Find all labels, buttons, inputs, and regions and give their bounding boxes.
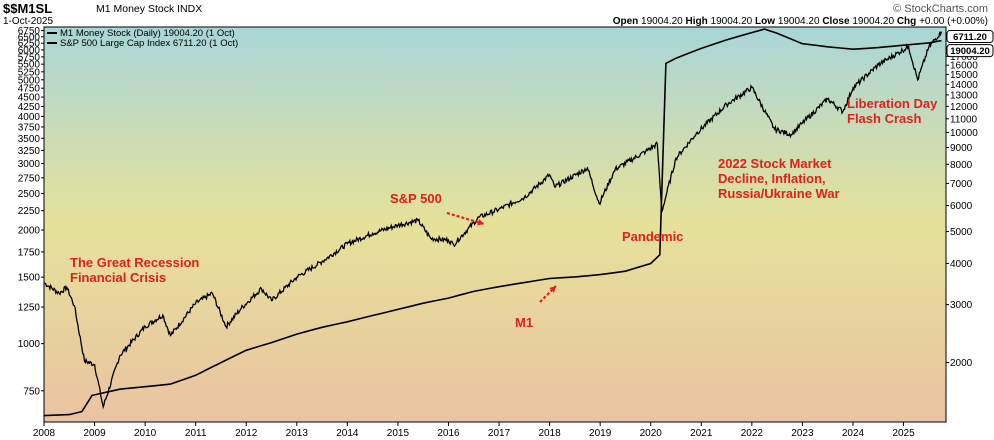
x-tick-label: 2013 — [286, 428, 309, 439]
x-tick-label: 2019 — [589, 428, 612, 439]
open-label: Open — [612, 16, 639, 27]
right-tick-label: 12000 — [950, 102, 978, 113]
left-tick-label: 5250 — [18, 67, 41, 78]
x-tick-label: 2020 — [640, 428, 663, 439]
left-tick-label: 5750 — [18, 52, 41, 63]
right-tick-label: 8000 — [950, 160, 973, 171]
left-tick-label: 6500 — [18, 32, 41, 43]
x-tick-label: 2014 — [336, 428, 359, 439]
left-tick-label: 6000 — [18, 45, 41, 56]
stockcharts-watermark: © StockCharts.com — [893, 3, 988, 15]
left-tick-label: 3000 — [18, 159, 41, 170]
sp500-line — [44, 31, 943, 410]
x-tick-label: 2012 — [235, 428, 258, 439]
left-tick-label: 4250 — [18, 102, 41, 113]
annotation-text: The Great Recession — [70, 255, 199, 270]
x-tick-label: 2009 — [83, 428, 106, 439]
left-tick-label: 5500 — [18, 60, 41, 71]
left-tick-label: 6250 — [18, 39, 41, 50]
left-tick-label: 1750 — [18, 247, 41, 258]
left-tick-label: 2750 — [18, 173, 41, 184]
last-value-label: 19004.20 — [950, 46, 990, 57]
x-tick-label: 2022 — [741, 428, 764, 439]
annotation-text: Pandemic — [622, 229, 683, 244]
low-label: Low — [755, 16, 776, 27]
x-tick-label: 2021 — [690, 428, 713, 439]
left-tick-label: 1250 — [18, 303, 41, 314]
annotation-text: M1 — [515, 315, 533, 330]
right-tick-label: 11000 — [950, 114, 978, 125]
last-value-label: 6711.20 — [953, 32, 987, 43]
right-tick-label: 9000 — [950, 143, 973, 154]
left-tick-label: 3500 — [18, 134, 41, 145]
annotation-text: Flash Crash — [847, 111, 921, 126]
left-tick-label: 4500 — [18, 93, 41, 104]
left-tick-label: 1500 — [18, 273, 41, 284]
right-tick-label: 15000 — [950, 70, 978, 81]
ohlc-readout: Open 19004.20 High 19004.20 Low 19004.20… — [613, 16, 988, 27]
right-tick-label: 5000 — [950, 227, 973, 238]
chg-label: Chg — [896, 16, 917, 27]
x-tick-label: 2025 — [892, 428, 915, 439]
annotation-arrow — [539, 285, 557, 303]
x-tick-label: 2010 — [134, 428, 157, 439]
right-tick-label: 6000 — [950, 201, 973, 212]
annotation-text: Russia/Ukraine War — [718, 186, 840, 201]
left-tick-label: 3250 — [18, 146, 41, 157]
legend-entry: M1 Money Stock (Daily) 19004.20 (1 Oct) — [60, 28, 235, 39]
low-value: 19004.20 — [777, 16, 820, 27]
x-tick-label: 2008 — [33, 428, 56, 439]
annotation-text: S&P 500 — [390, 191, 442, 206]
left-tick-label: 4000 — [18, 112, 41, 123]
last-value-box — [946, 44, 994, 58]
left-tick-label: 1000 — [18, 339, 41, 350]
close-value: 19004.20 — [852, 16, 895, 27]
x-tick-label: 2016 — [437, 428, 460, 439]
annotation-arrowhead — [477, 219, 484, 226]
right-tick-label: 17000 — [950, 52, 978, 63]
right-tick-label: 16000 — [950, 61, 978, 72]
x-tick-label: 2011 — [185, 428, 207, 439]
right-tick-label: 10000 — [950, 128, 978, 139]
annotation-text: Financial Crisis — [70, 270, 166, 285]
chart-symbol: $$M1SL — [3, 1, 53, 16]
right-tick-label: 2000 — [950, 358, 973, 369]
annotation-text: Liberation Day — [847, 96, 938, 111]
last-value-box — [946, 30, 994, 44]
left-tick-label: 2000 — [18, 226, 41, 237]
x-tick-label: 2023 — [791, 428, 814, 439]
annotation-arrow — [446, 211, 485, 226]
left-tick-label: 4750 — [18, 84, 41, 95]
close-label: Close — [822, 16, 850, 27]
x-tick-label: 2015 — [387, 428, 410, 439]
x-tick-label: 2024 — [842, 428, 865, 439]
high-label: High — [685, 16, 708, 27]
chart-name: M1 Money Stock INDX — [96, 3, 203, 15]
x-tick-label: 2017 — [488, 428, 511, 439]
left-tick-label: 2500 — [18, 189, 41, 200]
left-tick-label: 3750 — [18, 122, 41, 133]
plot-frame — [43, 26, 947, 423]
m1-line — [44, 28, 942, 417]
plot-background — [44, 27, 946, 422]
right-tick-label: 14000 — [950, 80, 978, 91]
right-tick-label: 4000 — [950, 259, 973, 270]
high-value: 19004.20 — [710, 16, 753, 27]
left-tick-label: 6750 — [18, 26, 41, 37]
open-value: 19004.20 — [641, 16, 683, 27]
right-tick-label: 7000 — [950, 179, 973, 190]
legend-entry: S&P 500 Large Cap Index 6711.20 (1 Oct) — [60, 38, 238, 49]
right-tick-label: 13000 — [950, 90, 978, 101]
left-tick-label: 2250 — [18, 206, 41, 217]
chg-value: +0.00 (+0.00%) — [919, 16, 988, 27]
x-tick-label: 2018 — [538, 428, 561, 439]
right-tick-label: 3000 — [950, 300, 973, 311]
annotation-text: 2022 Stock Market — [718, 156, 832, 171]
annotation-arrowhead — [549, 286, 556, 293]
left-tick-label: 750 — [23, 386, 40, 397]
left-tick-label: 5000 — [18, 75, 41, 86]
annotation-text: Decline, Inflation, — [718, 171, 826, 186]
chart-date: 1-Oct-2025 — [3, 16, 54, 27]
